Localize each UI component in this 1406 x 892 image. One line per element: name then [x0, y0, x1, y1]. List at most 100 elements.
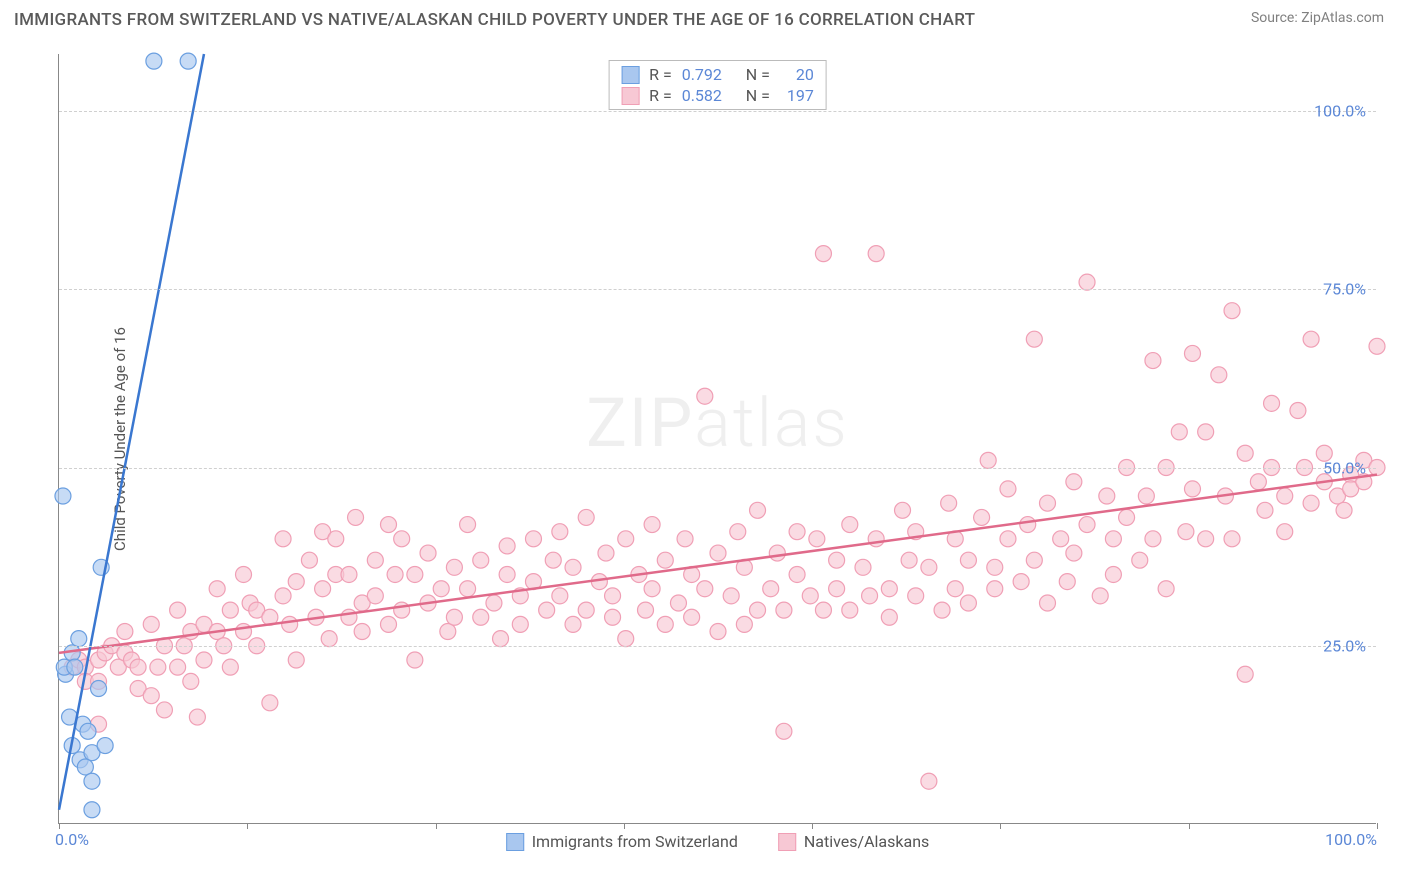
data-point	[77, 759, 93, 775]
data-point	[862, 588, 878, 604]
data-point	[189, 709, 205, 725]
data-point	[670, 595, 686, 611]
data-point	[677, 531, 693, 547]
data-point	[657, 552, 673, 568]
gridline	[59, 468, 1376, 469]
legend-r-label: R =	[649, 86, 672, 105]
data-point	[354, 624, 370, 640]
data-point	[394, 602, 410, 618]
data-point	[97, 738, 113, 754]
data-point	[143, 616, 159, 632]
data-point	[460, 517, 476, 533]
data-point	[710, 624, 726, 640]
chart-area: Child Poverty Under the Age of 16 ZIPatl…	[52, 48, 1384, 830]
data-point	[1303, 331, 1319, 347]
data-point	[156, 702, 172, 718]
source-attribution: Source: ZipAtlas.com	[1251, 10, 1384, 26]
gridline	[59, 289, 1376, 290]
x-tick	[624, 823, 625, 829]
data-point	[987, 581, 1003, 597]
data-point	[1224, 531, 1240, 547]
legend-n-label: N =	[746, 86, 770, 105]
data-point	[618, 531, 634, 547]
data-point	[960, 595, 976, 611]
data-point	[328, 531, 344, 547]
data-point	[394, 531, 410, 547]
x-tick	[1189, 823, 1190, 829]
data-point	[723, 588, 739, 604]
legend-n-value: 197	[780, 86, 814, 105]
data-point	[1211, 367, 1227, 383]
data-point	[1178, 524, 1194, 540]
legend-n-label: N =	[746, 65, 770, 84]
data-point	[763, 581, 779, 597]
data-point	[84, 773, 100, 789]
data-point	[1040, 495, 1056, 511]
legend-item: Immigrants from Switzerland	[506, 832, 738, 851]
x-tick-label: 100.0%	[1325, 830, 1377, 849]
data-point	[1237, 445, 1253, 461]
data-point	[980, 452, 996, 468]
data-point	[275, 588, 291, 604]
data-point	[1277, 524, 1293, 540]
data-point	[275, 531, 291, 547]
data-point	[222, 602, 238, 618]
chart-title: IMMIGRANTS FROM SWITZERLAND VS NATIVE/AL…	[14, 10, 975, 30]
x-tick	[247, 823, 248, 829]
data-point	[499, 566, 515, 582]
data-point	[881, 609, 897, 625]
data-point	[960, 552, 976, 568]
legend-r-label: R =	[649, 65, 672, 84]
data-point	[921, 559, 937, 575]
data-point	[697, 581, 713, 597]
data-point	[381, 616, 397, 632]
data-point	[934, 602, 950, 618]
data-point	[321, 631, 337, 647]
legend-r-value: 0.582	[682, 86, 736, 105]
data-point	[908, 588, 924, 604]
data-point	[446, 559, 462, 575]
gridline	[59, 646, 1376, 647]
data-point	[170, 602, 186, 618]
data-point	[473, 552, 489, 568]
data-point	[901, 552, 917, 568]
data-point	[638, 602, 654, 618]
data-point	[545, 552, 561, 568]
data-point	[868, 246, 884, 262]
gridline	[59, 111, 1376, 112]
data-point	[525, 531, 541, 547]
data-point	[539, 602, 555, 618]
data-point	[460, 581, 476, 597]
data-point	[1059, 574, 1075, 590]
data-point	[750, 602, 766, 618]
data-point	[1026, 331, 1042, 347]
x-tick	[1000, 823, 1001, 829]
legend-swatch	[778, 833, 796, 851]
legend-r-value: 0.792	[682, 65, 736, 84]
x-tick	[1377, 823, 1378, 829]
data-point	[1158, 581, 1174, 597]
data-point	[1303, 495, 1319, 511]
data-point	[895, 502, 911, 518]
data-point	[486, 595, 502, 611]
data-point	[657, 616, 673, 632]
data-point	[407, 652, 423, 668]
data-point	[1145, 531, 1161, 547]
data-point	[236, 566, 252, 582]
data-point	[802, 588, 818, 604]
data-point	[710, 545, 726, 561]
data-point	[987, 559, 1003, 575]
data-point	[84, 802, 100, 818]
data-point	[789, 566, 805, 582]
data-point	[55, 488, 71, 504]
legend-swatch	[506, 833, 524, 851]
data-point	[512, 616, 528, 632]
data-point	[1224, 303, 1240, 319]
series-legend: Immigrants from SwitzerlandNatives/Alask…	[506, 832, 930, 851]
data-point	[1099, 488, 1115, 504]
data-point	[1145, 353, 1161, 369]
data-point	[881, 581, 897, 597]
data-point	[348, 509, 364, 525]
data-point	[1013, 574, 1029, 590]
data-point	[1020, 517, 1036, 533]
